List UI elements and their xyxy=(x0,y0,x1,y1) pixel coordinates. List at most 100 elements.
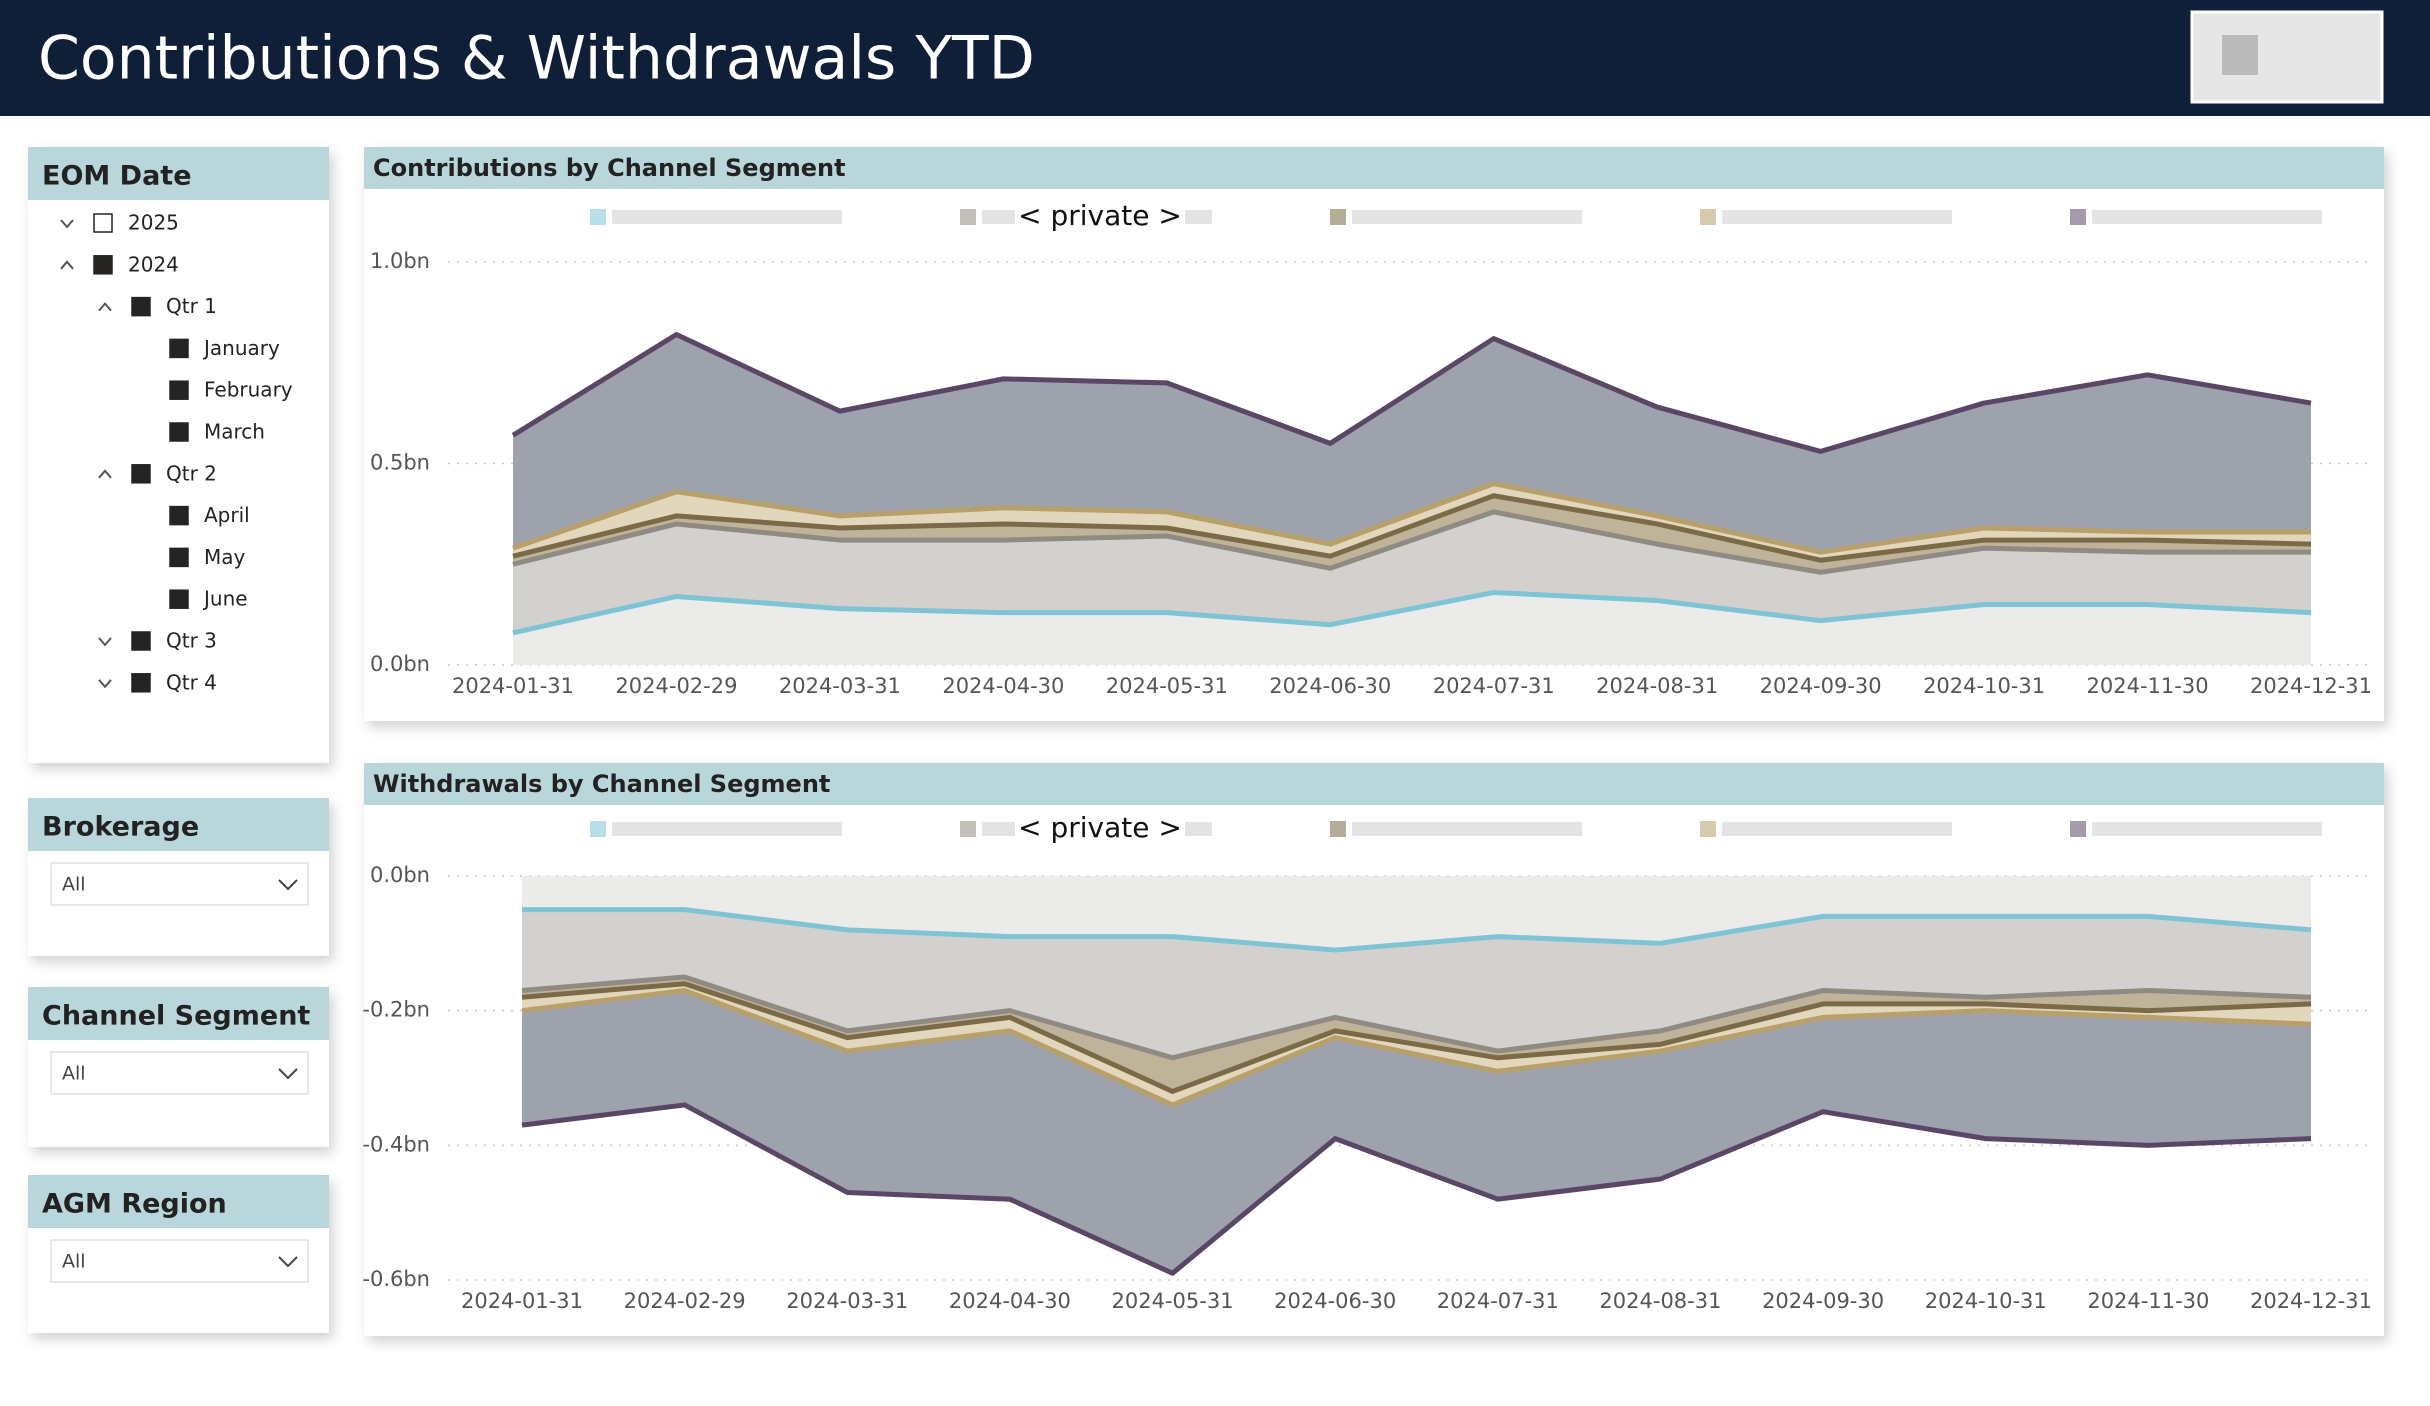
series-line xyxy=(512,509,2311,575)
slicer-item-label[interactable]: June xyxy=(202,587,248,611)
chart-title: Contributions by Channel Segment xyxy=(373,154,846,182)
x-tick-label: 2024-11-30 xyxy=(2087,1289,2209,1313)
legend-swatch xyxy=(960,821,976,837)
slicer-item-label[interactable]: February xyxy=(204,378,293,402)
slicer-item-label[interactable]: March xyxy=(204,420,265,444)
slicer-header xyxy=(28,1175,329,1228)
legend-mask xyxy=(1015,199,1185,235)
page-title: Contributions & Withdrawals YTD xyxy=(38,24,1035,94)
series-line xyxy=(521,987,2312,1108)
legend-blur xyxy=(1352,210,1582,224)
checkbox[interactable] xyxy=(93,255,113,275)
slicer-header xyxy=(28,987,329,1040)
x-tick-label: 2024-10-31 xyxy=(1925,1289,2047,1313)
x-tick-label: 2024-01-31 xyxy=(452,674,574,698)
x-tick-label: 2024-10-31 xyxy=(1923,674,2045,698)
x-tick-label: 2024-02-29 xyxy=(624,1289,746,1313)
slicer-item-label[interactable]: Qtr 4 xyxy=(166,670,217,694)
header-bar xyxy=(0,0,2430,116)
dropdown[interactable] xyxy=(50,1239,309,1283)
dropdown-chevron xyxy=(278,879,298,891)
slicer-item-label[interactable]: May xyxy=(204,545,246,569)
y-tick-label: 0.0bn xyxy=(370,863,430,887)
expand-chevron[interactable] xyxy=(60,260,74,270)
checkbox[interactable] xyxy=(131,631,151,651)
y-tick-label: 0.0bn xyxy=(370,652,430,676)
expand-chevron[interactable] xyxy=(98,302,112,312)
x-tick-label: 2024-06-30 xyxy=(1269,674,1391,698)
series-line xyxy=(512,493,2312,563)
series-line xyxy=(521,981,2312,1094)
slicer-item-label[interactable]: April xyxy=(204,503,250,527)
x-tick-label: 2024-05-31 xyxy=(1112,1289,1234,1313)
chart-header xyxy=(364,763,2384,805)
area xyxy=(522,876,2311,951)
dropdown[interactable] xyxy=(50,1051,309,1095)
x-tick-label: 2024-12-31 xyxy=(2250,674,2372,698)
legend-mask xyxy=(1015,811,1185,847)
expand-chevron[interactable] xyxy=(98,469,112,479)
y-tick-label: -0.4bn xyxy=(362,1132,430,1156)
checkbox[interactable] xyxy=(169,589,189,609)
legend-swatch xyxy=(2070,821,2086,837)
dropdown-value: All xyxy=(62,1063,86,1085)
dropdown-chevron xyxy=(278,1256,298,1268)
logo xyxy=(2190,10,2384,104)
slicer-item-label[interactable]: Qtr 2 xyxy=(166,461,217,485)
checkbox[interactable] xyxy=(169,505,189,526)
checkbox[interactable] xyxy=(93,213,113,233)
slicer-item-label[interactable]: Qtr 1 xyxy=(166,294,217,318)
series-line xyxy=(511,332,2312,454)
x-tick-label: 2024-07-31 xyxy=(1433,674,1555,698)
slicer-item-label[interactable]: 2025 xyxy=(128,211,179,235)
x-tick-label: 2024-09-30 xyxy=(1762,1289,1884,1313)
legend-blur xyxy=(1722,822,1952,836)
slicers: EOM Date 2025 2024 Qtr 1 January February Marc… xyxy=(28,147,329,1333)
legend-blur xyxy=(1352,822,1582,836)
legend-blur xyxy=(612,822,842,836)
legend-swatch xyxy=(1700,821,1716,837)
expand-chevron[interactable] xyxy=(98,637,112,647)
legend-label: < private > xyxy=(1018,199,1182,232)
slicer-title: AGM Region xyxy=(42,1189,227,1220)
checkbox[interactable] xyxy=(169,547,189,568)
slicer-item-label[interactable]: 2024 xyxy=(128,252,179,276)
checkbox[interactable] xyxy=(131,464,151,484)
area xyxy=(513,592,2311,665)
expand-chevron[interactable] xyxy=(98,679,112,689)
slicer-item-label[interactable]: January xyxy=(202,336,280,360)
x-tick-label: 2024-12-31 xyxy=(2250,1289,2372,1313)
legend-blur xyxy=(2092,822,2322,836)
x-tick-label: 2024-11-30 xyxy=(2087,674,2209,698)
x-tick-label: 2024-03-31 xyxy=(786,1289,908,1313)
x-tick-label: 2024-01-31 xyxy=(461,1289,583,1313)
checkbox[interactable] xyxy=(131,296,151,317)
checkbox[interactable] xyxy=(169,380,189,400)
checkbox[interactable] xyxy=(131,673,151,693)
legend-label: < private > xyxy=(1018,811,1182,844)
dropdown[interactable] xyxy=(50,862,309,906)
x-tick-label: 2024-08-31 xyxy=(1599,1289,1721,1313)
y-tick-label: -0.6bn xyxy=(362,1267,430,1291)
area xyxy=(513,483,2311,561)
expand-chevron[interactable] xyxy=(60,219,74,229)
y-tick-label: 1.0bn xyxy=(370,249,430,273)
x-tick-label: 2024-04-30 xyxy=(949,1289,1071,1313)
x-tick-label: 2024-09-30 xyxy=(1760,674,1882,698)
series-line xyxy=(521,974,2312,1061)
dropdown-value: All xyxy=(62,874,86,896)
legend-swatch xyxy=(1700,209,1716,225)
checkbox[interactable] xyxy=(169,338,189,359)
legend-swatch xyxy=(1330,821,1346,837)
slicer-panel xyxy=(28,147,329,763)
legend-blur xyxy=(612,210,842,224)
slicer-item-label[interactable]: Qtr 3 xyxy=(166,629,217,653)
checkbox[interactable] xyxy=(169,422,189,442)
legend-swatch xyxy=(590,821,606,837)
legend-swatch xyxy=(960,209,976,225)
dropdown-value: All xyxy=(62,1251,86,1273)
x-tick-label: 2024-07-31 xyxy=(1437,1289,1559,1313)
legend-swatch xyxy=(2070,209,2086,225)
dropdown-chevron xyxy=(278,1068,298,1080)
